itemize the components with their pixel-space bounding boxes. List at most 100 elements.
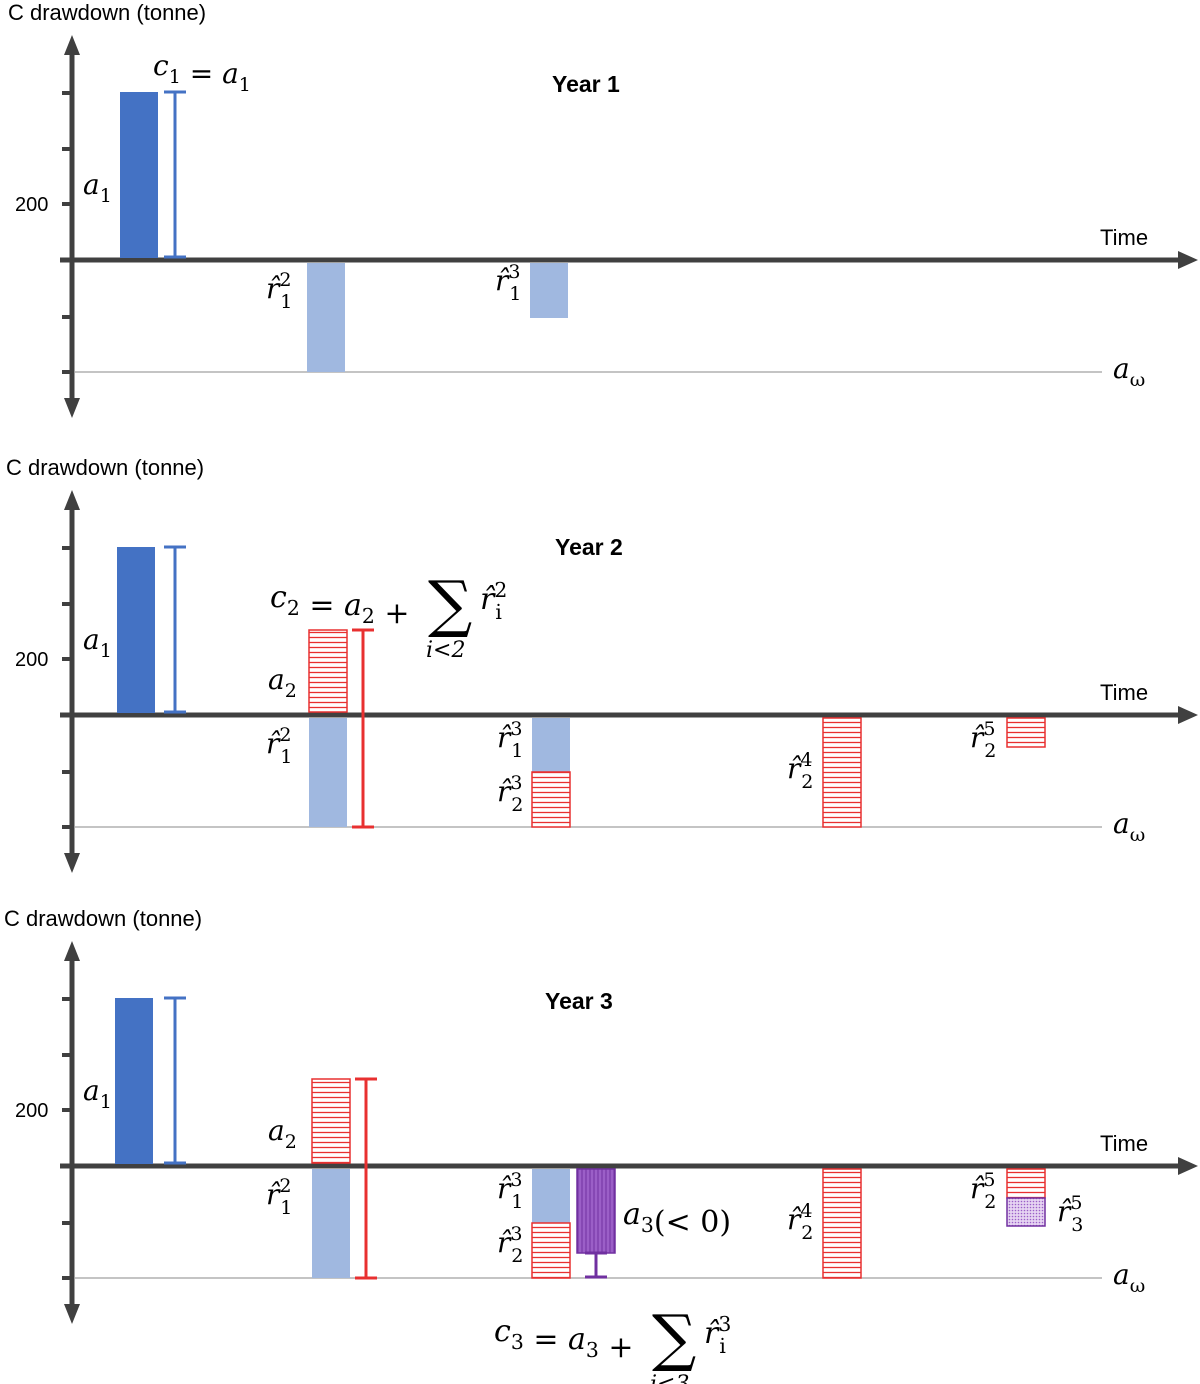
math-subscript: 1 xyxy=(511,1191,523,1213)
math-subscript: 3 xyxy=(641,1213,654,1237)
math-superscript: 3 xyxy=(510,1223,522,1245)
error-bar-c-a1 xyxy=(164,996,186,1165)
math-subscript: 2 xyxy=(287,596,300,620)
math-subscript: 2 xyxy=(285,680,297,702)
a-omega-label: aω xyxy=(1113,1258,1145,1297)
bar-a2 xyxy=(308,629,348,713)
math-base: a xyxy=(83,1074,100,1107)
y-tick-label-200: 200 xyxy=(15,1100,48,1122)
math-subscript: ω xyxy=(1130,1275,1146,1297)
math-base: a xyxy=(1113,1258,1130,1291)
math-base: r̂ xyxy=(497,1226,512,1259)
math-subscript: 1 xyxy=(239,74,251,96)
math-superscript: 4 xyxy=(800,1200,812,1222)
error-bar-c3 xyxy=(585,1251,607,1279)
label-r2-5: r̂5 2 xyxy=(970,1169,996,1213)
y-tick-label-200: 200 xyxy=(15,649,48,671)
y-axis-label: C drawdown (tonne) xyxy=(6,455,204,480)
y-axis-arrow-down xyxy=(64,1304,80,1324)
math-superscript: 5 xyxy=(1070,1192,1082,1214)
math-subscript: 1 xyxy=(169,66,181,88)
x-axis-label: Time xyxy=(1100,225,1148,250)
math-superscript: 3 xyxy=(510,718,522,740)
math-subscript: 2 xyxy=(285,1131,297,1153)
y-axis-arrow-up xyxy=(64,941,80,961)
label-r2-4: r̂4 2 xyxy=(787,749,813,793)
math-subscript: ω xyxy=(1130,369,1146,391)
math-superscript: 5 xyxy=(983,718,995,740)
label-a2: a2 xyxy=(268,1114,297,1153)
y-axis-arrow-down xyxy=(64,398,80,418)
label-c1-equals-a1: c1 = a1 xyxy=(153,49,251,96)
math-base: r̂ xyxy=(266,727,281,760)
math-superscript: 5 xyxy=(983,1169,995,1191)
year-title: Year 2 xyxy=(555,534,623,560)
math-subscript: 2 xyxy=(984,740,996,762)
math-subscript: 1 xyxy=(100,640,112,662)
math-base: r̂ xyxy=(480,582,496,617)
math-base: r̂ xyxy=(497,1172,512,1205)
math-base: = xyxy=(181,57,222,90)
label-r2-3: r̂3 2 xyxy=(497,1223,523,1267)
bar-r1-3 xyxy=(530,263,568,318)
math-superscript: 3 xyxy=(508,261,520,283)
bar-a3 xyxy=(576,1168,616,1254)
math-base: r̂ xyxy=(495,264,510,297)
error-bar-c2 xyxy=(352,628,374,829)
summation-index: i<3 xyxy=(650,1372,689,1384)
math-subscript: 3 xyxy=(586,1338,599,1362)
math-subscript: 1 xyxy=(511,740,523,762)
math-base: r̂ xyxy=(1057,1195,1072,1228)
math-subscript: 1 xyxy=(509,283,521,305)
math-base: r̂ xyxy=(704,1316,720,1351)
math-base: c xyxy=(153,49,169,82)
math-subscript: 1 xyxy=(280,746,292,768)
math-superscript: 3 xyxy=(718,1312,731,1336)
label-r3-5: r̂5 3 xyxy=(1057,1192,1083,1236)
label-r1-3: r̂3 1 xyxy=(497,718,523,762)
math-base: a xyxy=(344,588,362,623)
bar-r2-3 xyxy=(531,1222,571,1279)
math-base: a xyxy=(83,623,100,656)
x-axis-label: Time xyxy=(1100,1131,1148,1156)
math-base: i<2 xyxy=(426,638,465,663)
math-superscript: 2 xyxy=(279,724,291,746)
a-omega-label: aω xyxy=(1113,352,1145,391)
error-bar-c-a1 xyxy=(164,545,186,714)
math-subscript: 3 xyxy=(1071,1214,1083,1236)
error-bar-c-a1 xyxy=(164,90,186,259)
math-superscript: 4 xyxy=(800,749,812,771)
bar-a2 xyxy=(311,1078,351,1164)
bar-r2-4 xyxy=(822,717,862,828)
x-axis-label: Time xyxy=(1100,680,1148,705)
bar-r2-5 xyxy=(1006,717,1046,748)
math-superscript: 3 xyxy=(510,1169,522,1191)
label-a1: a1 xyxy=(83,168,112,207)
bar-r3-5 xyxy=(1006,1197,1046,1227)
math-base: a xyxy=(623,1197,641,1232)
math-subscript: 2 xyxy=(801,771,813,793)
math-subscript: 1 xyxy=(100,1091,112,1113)
bar-a1 xyxy=(115,998,153,1164)
y-axis-arrow-down xyxy=(64,853,80,873)
math-subscript: 2 xyxy=(511,794,523,816)
math-base: a xyxy=(568,1322,586,1357)
y-axis-label: C drawdown (tonne) xyxy=(4,906,202,931)
math-base: a xyxy=(1113,352,1130,385)
bar-r1-2 xyxy=(309,718,347,827)
label-r2-5: r̂5 2 xyxy=(970,718,996,762)
y-axis-arrow-up xyxy=(64,490,80,510)
math-subscript: 2 xyxy=(984,1191,996,1213)
label-r1-3: r̂3 1 xyxy=(497,1169,523,1213)
label-r2-4: r̂4 2 xyxy=(787,1200,813,1244)
time-axis-arrow xyxy=(1178,706,1198,724)
math-base: a xyxy=(83,168,100,201)
math-base: r̂ xyxy=(497,721,512,754)
math-base: (< 0) xyxy=(654,1205,731,1240)
math-subscript: ω xyxy=(1130,824,1146,846)
time-axis-arrow xyxy=(1178,251,1198,269)
bar-r2-3 xyxy=(531,771,571,828)
math-superscript: 2 xyxy=(279,269,291,291)
math-base: c xyxy=(494,1314,511,1349)
